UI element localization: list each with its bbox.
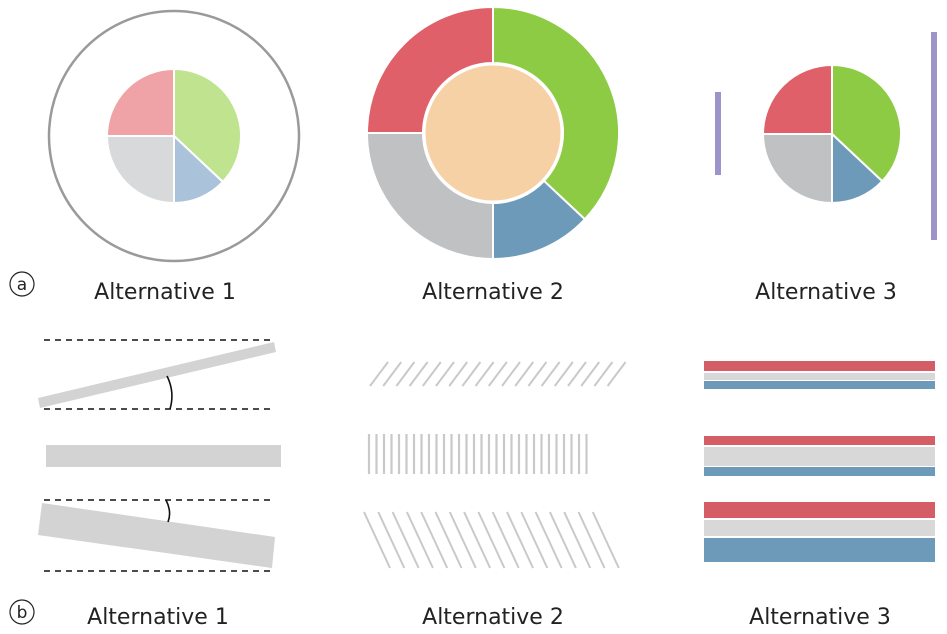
gray-slice bbox=[761, 133, 833, 205]
hatch-diagonal-long bbox=[363, 511, 620, 569]
bar-red bbox=[704, 502, 935, 518]
hatch-line bbox=[591, 511, 620, 569]
hatch-line bbox=[567, 361, 587, 387]
bar-red bbox=[704, 361, 935, 371]
panel-b-letter-text: b bbox=[17, 603, 28, 623]
hatch-line bbox=[563, 511, 592, 569]
flat-bar bbox=[46, 445, 281, 467]
hatch-line bbox=[520, 511, 549, 569]
hatch-line bbox=[391, 511, 420, 569]
panel-b-caption-alternative-2: Alternative 2 bbox=[422, 605, 564, 630]
panel-b-alternative-1-graphic bbox=[38, 339, 281, 572]
left-size-bar bbox=[715, 92, 721, 175]
hatch-line bbox=[463, 511, 492, 569]
angled-bar-down bbox=[38, 503, 275, 568]
bar-gray bbox=[704, 520, 935, 536]
green-slice bbox=[831, 63, 902, 183]
hatch-line bbox=[420, 511, 449, 569]
hatch-line bbox=[506, 511, 534, 569]
bar-blue bbox=[704, 467, 935, 476]
panel-a-caption-alternative-3: Alternative 3 bbox=[755, 280, 897, 305]
hatch-line bbox=[593, 361, 614, 387]
donut-center-disc bbox=[422, 62, 564, 204]
angled-bar-up bbox=[38, 342, 276, 408]
panel-b-caption-alternative-3: Alternative 3 bbox=[749, 605, 891, 630]
panel-a-alternative-2-graphic bbox=[365, 5, 620, 261]
panel-a: a Alternative 1 Alternative 2 Alternativ… bbox=[9, 5, 937, 305]
hatch-diagonal-short bbox=[369, 361, 627, 387]
hatch-line bbox=[363, 511, 391, 569]
panel-a-alternative-3-graphic bbox=[715, 32, 937, 240]
bar-gray bbox=[704, 447, 935, 466]
hatch-vertical bbox=[367, 434, 588, 474]
panel-a-alternative-1-graphic bbox=[47, 9, 301, 263]
right-size-bar bbox=[931, 32, 937, 240]
hatch-line bbox=[540, 361, 561, 387]
panel-a-caption-alternative-1: Alternative 1 bbox=[94, 280, 236, 305]
hatch-line bbox=[382, 361, 403, 387]
hatch-line bbox=[577, 511, 606, 569]
hatch-line bbox=[527, 361, 548, 387]
hatch-line bbox=[606, 361, 627, 387]
hatch-line bbox=[548, 511, 577, 569]
hatch-line bbox=[421, 361, 442, 387]
bar-blue bbox=[704, 381, 935, 389]
hatch-line bbox=[408, 361, 429, 387]
gray-slice bbox=[105, 135, 175, 205]
hatch-line bbox=[514, 361, 535, 387]
bar-gray bbox=[704, 373, 935, 380]
blue-slice bbox=[831, 131, 884, 205]
angle-arc-2 bbox=[165, 499, 171, 523]
stacked-bars-medium bbox=[704, 436, 935, 476]
stacked-bars-thick bbox=[704, 502, 935, 562]
panel-a-letter-text: a bbox=[17, 275, 27, 295]
panel-b-letter: b bbox=[9, 599, 35, 625]
donut-chart bbox=[365, 5, 620, 261]
red-slice bbox=[761, 63, 833, 135]
hatch-line bbox=[405, 511, 434, 569]
blue-slice bbox=[173, 133, 225, 205]
faded-pie-chart bbox=[105, 67, 242, 205]
panel-b: b Alternative 1 Alternative 2 Alternativ… bbox=[9, 339, 935, 630]
red-slice bbox=[105, 67, 175, 137]
pie-chart bbox=[761, 63, 902, 205]
green-slice bbox=[173, 67, 242, 184]
hatch-line bbox=[395, 361, 416, 387]
bar-red bbox=[704, 436, 935, 445]
hatch-line bbox=[477, 511, 506, 569]
hatch-line bbox=[448, 511, 477, 569]
hatch-line bbox=[461, 361, 482, 387]
hatch-line bbox=[534, 511, 563, 569]
hatch-line bbox=[491, 511, 520, 569]
panel-a-letter: a bbox=[9, 271, 35, 297]
hatch-line bbox=[377, 511, 406, 569]
panel-b-caption-alternative-1: Alternative 1 bbox=[87, 605, 229, 630]
hatch-line bbox=[448, 361, 469, 387]
hatch-line bbox=[487, 361, 508, 387]
outer-ring-outline bbox=[47, 9, 301, 263]
hatch-line bbox=[369, 361, 389, 387]
angle-arc-1 bbox=[166, 375, 173, 410]
hatch-line bbox=[434, 511, 463, 569]
panel-b-alternative-3-graphic bbox=[704, 361, 935, 562]
hatch-line bbox=[553, 361, 574, 387]
stacked-bars-thin bbox=[704, 361, 935, 389]
panel-b-alternative-2-graphic bbox=[363, 361, 627, 569]
hatch-line bbox=[580, 361, 601, 387]
panel-a-caption-alternative-2: Alternative 2 bbox=[422, 280, 564, 305]
hatch-line bbox=[474, 361, 495, 387]
bar-blue bbox=[704, 538, 935, 562]
hatch-line bbox=[501, 361, 521, 387]
hatch-line bbox=[435, 361, 455, 387]
